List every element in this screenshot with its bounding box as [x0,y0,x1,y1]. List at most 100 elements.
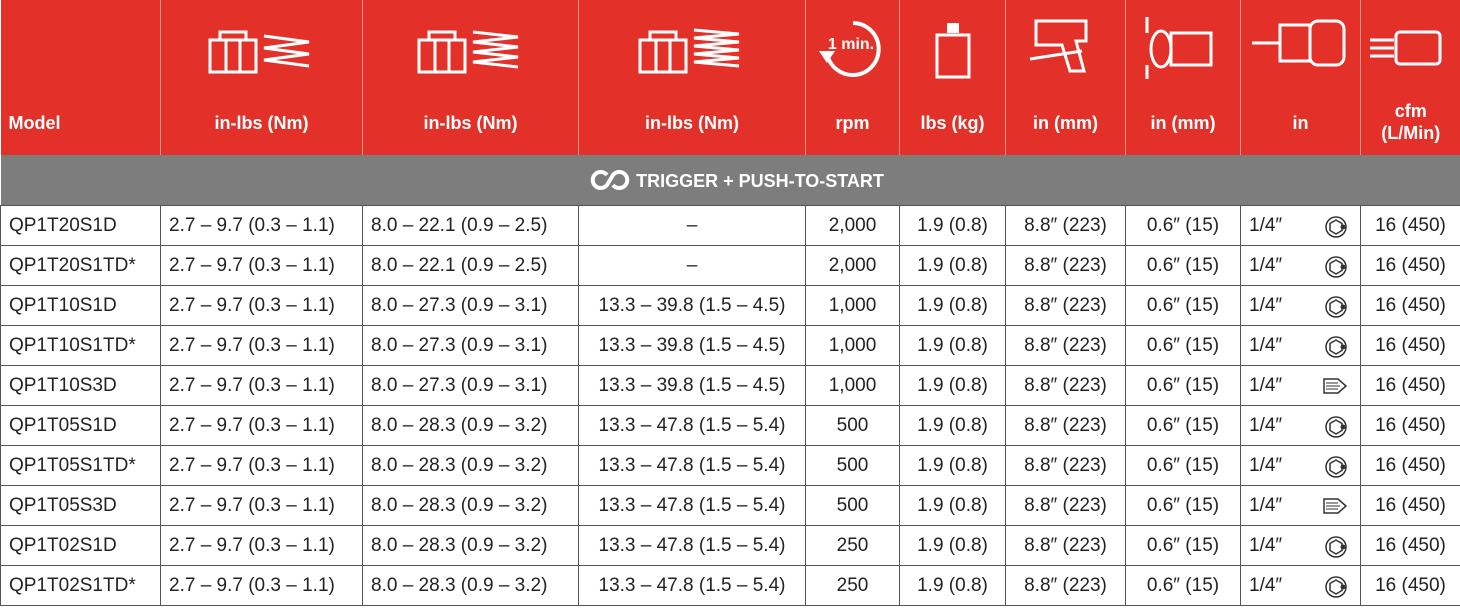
offset-icon [1145,17,1213,79]
table-cell: 2.7 – 9.7 (0.3 – 1.1) [160,565,363,606]
cell-text: 8.0 – 22.1 (0.9 – 2.5) [371,214,548,236]
header-cell: in-lbs (Nm) [362,0,579,155]
cell-text: 1.9 (0.8) [917,334,988,356]
table-row: QP1T02S1D 2.7 – 9.7 (0.3 – 1.1) 8.0 – 28.3… [0,525,1460,566]
table-cell: 0.6″ (15) [1125,285,1241,326]
cell-text: 1/4″ [1249,414,1283,436]
header-cell: in-lbs (Nm) [160,0,363,155]
cell-text: 8.8″ (223) [1024,414,1107,436]
table-cell: – [578,205,806,246]
table-cell: 1/4″ [1240,285,1361,326]
cell-text: 1.9 (0.8) [917,214,988,236]
weight-icon [935,23,970,79]
table-cell: 8.8″ (223) [1005,485,1126,526]
cell-text: QP1T20S1D [9,214,117,236]
table-cell: 16 (450) [1360,485,1460,526]
header-cell: lbs (kg) [899,0,1006,155]
table-cell: 8.8″ (223) [1005,325,1126,366]
table-cell: 16 (450) [1360,565,1460,606]
cell-text: 0.6″ (15) [1146,294,1220,316]
table-cell: 500 [805,485,900,526]
cell-text: 16 (450) [1375,374,1446,396]
table-cell: 16 (450) [1360,405,1460,446]
table-cell: 13.3 – 47.8 (1.5 – 5.4) [578,445,806,486]
cell-text: 1.9 (0.8) [917,494,988,516]
cell-text: 16 (450) [1375,534,1446,556]
cell-text: 250 [836,574,869,596]
cell-text: 0.6″ (15) [1146,374,1220,396]
table-cell: 0.6″ (15) [1125,485,1241,526]
cell-text: 1/4″ [1249,574,1283,596]
header-row: Model in-lbs (Nm) in-lbs (Nm) in-lbs (Nm… [0,0,1460,155]
cell-text: 1.9 (0.8) [917,454,988,476]
cell-text: 1/4″ [1249,334,1283,356]
table-cell: 8.0 – 22.1 (0.9 – 2.5) [362,245,579,286]
table-cell: 8.0 – 28.3 (0.9 – 3.2) [362,445,579,486]
table-cell: 1/4″ [1240,405,1361,446]
timer-icon: 1 min. [818,21,881,77]
cell-text: 16 (450) [1375,254,1446,276]
hex-icon [1325,416,1347,438]
hex-icon [1325,336,1347,358]
cell-text: QP1T02S1TD* [9,574,136,596]
cell-text: 8.0 – 28.3 (0.9 – 3.2) [371,414,548,436]
table-cell: 1.9 (0.8) [899,405,1006,446]
cell-text: QP1T02S1D [9,534,117,556]
header-cell: Model [0,0,161,155]
table-cell: 1,000 [805,285,900,326]
table-cell: 1/4″ [1240,485,1361,526]
table-cell: 1.9 (0.8) [899,245,1006,286]
header-label: lbs (kg) [920,113,985,133]
cell-text: 8.8″ (223) [1024,374,1107,396]
table-cell: 1.9 (0.8) [899,525,1006,566]
table-cell: 2.7 – 9.7 (0.3 – 1.1) [160,525,363,566]
header-cell: in-lbs (Nm) [578,0,806,155]
table-row: QP1T20S1D 2.7 – 9.7 (0.3 – 1.1) 8.0 – 22.1… [0,205,1460,246]
header-label: rpm [835,113,870,133]
hex-icon [1325,576,1347,598]
table-cell: 1.9 (0.8) [899,205,1006,246]
table-cell: 2,000 [805,205,900,246]
table-cell: 2,000 [805,245,900,286]
table-row: QP1T02S1TD* 2.7 – 9.7 (0.3 – 1.1) 8.0 – 28… [0,565,1460,606]
table-cell: QP1T02S1D [0,525,161,566]
header-label: in-lbs (Nm) [645,113,739,133]
cell-text: QP1T10S1TD* [9,334,136,356]
table-cell: 8.8″ (223) [1005,525,1126,566]
table-cell: 13.3 – 47.8 (1.5 – 5.4) [578,565,806,606]
table-cell: 8.8″ (223) [1005,565,1126,606]
table-cell: 8.0 – 28.3 (0.9 – 3.2) [362,485,579,526]
cell-text: QP1T05S3D [9,494,117,516]
section-row: TRIGGER + PUSH-TO-START [0,155,1460,206]
table-cell: 1/4″ [1240,565,1361,606]
cell-text: 8.0 – 27.3 (0.9 – 3.1) [371,374,548,396]
cell-text: 2.7 – 9.7 (0.3 – 1.1) [169,494,335,516]
cell-text: 8.8″ (223) [1024,574,1107,596]
header-label: in (mm) [1033,113,1098,133]
table-cell: 8.0 – 27.3 (0.9 – 3.1) [362,365,579,406]
table-cell: 16 (450) [1360,445,1460,486]
table-row: QP1T10S1D 2.7 – 9.7 (0.3 – 1.1) 8.0 – 27.3… [0,285,1460,326]
cell-text: 0.6″ (15) [1146,334,1220,356]
table-cell: QP1T10S3D [0,365,161,406]
cell-text: 2.7 – 9.7 (0.3 – 1.1) [169,214,335,236]
cell-text: 8.8″ (223) [1024,334,1107,356]
table-cell: 16 (450) [1360,245,1460,286]
cell-text: 2.7 – 9.7 (0.3 – 1.1) [169,374,335,396]
table-cell: 8.0 – 27.3 (0.9 – 3.1) [362,285,579,326]
cell-text: 8.0 – 28.3 (0.9 – 3.2) [371,494,548,516]
cell-text: 13.3 – 39.8 (1.5 – 4.5) [598,334,786,356]
cell-text: 16 (450) [1375,334,1446,356]
table-cell: QP1T10S1D [0,285,161,326]
cell-text: 1/4″ [1249,534,1283,556]
table-cell: 16 (450) [1360,285,1460,326]
table-cell: 1/4″ [1240,365,1361,406]
cell-text: 8.0 – 27.3 (0.9 – 3.1) [371,294,548,316]
header-label: cfm (L/Min) [1361,100,1460,144]
cell-text: 0.6″ (15) [1146,574,1220,596]
cell-text: 1,000 [828,294,877,316]
table-cell: 1,000 [805,325,900,366]
cell-text: QP1T05S1D [9,414,117,436]
table-cell: QP1T02S1TD* [0,565,161,606]
